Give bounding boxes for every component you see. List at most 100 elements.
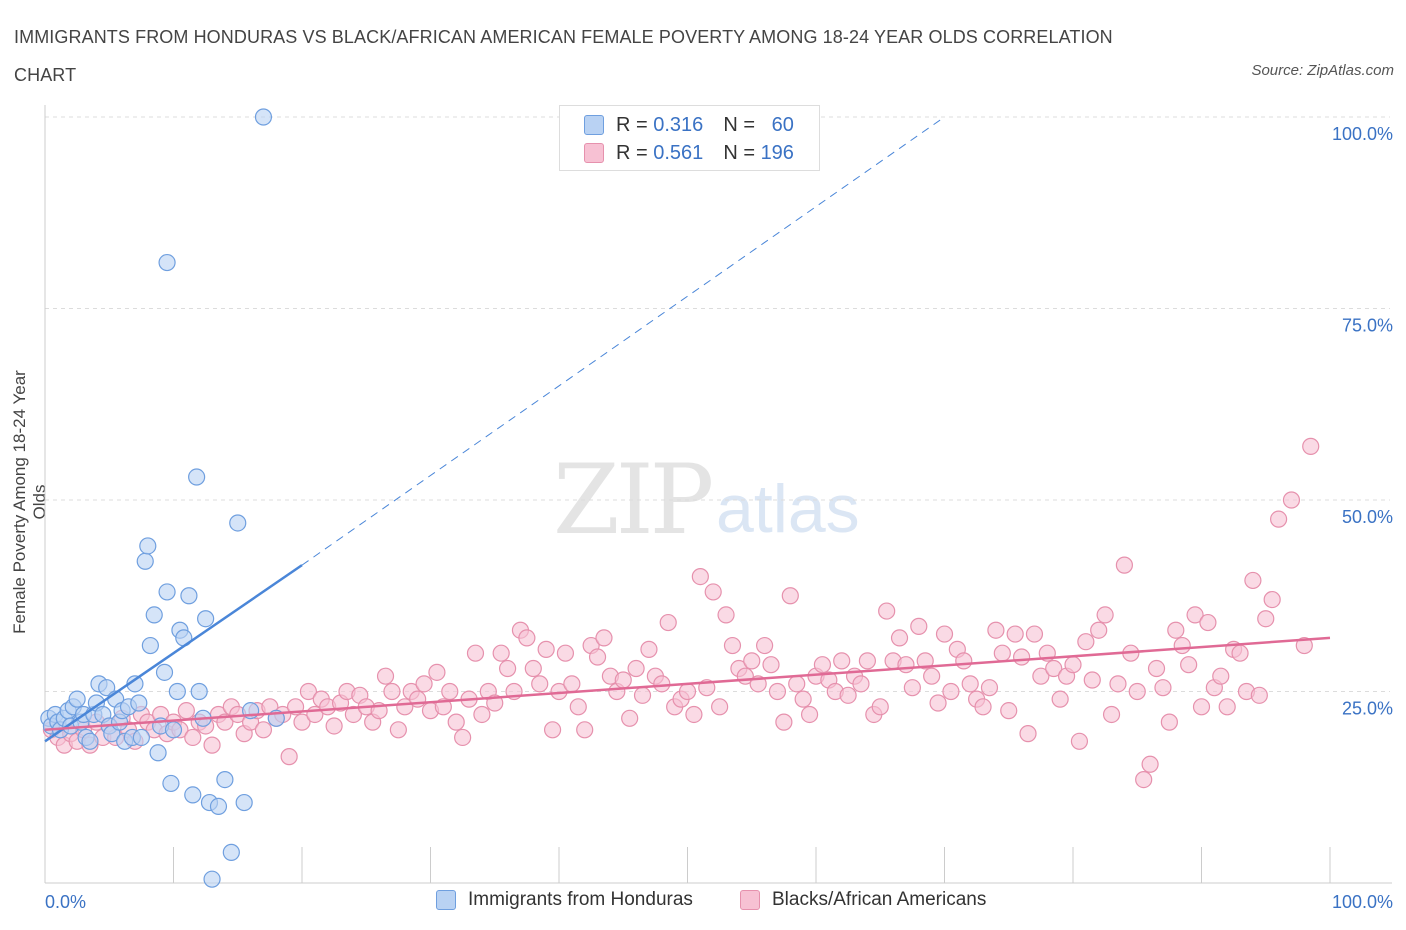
point-black	[800, 705, 819, 724]
point-black	[1135, 770, 1153, 789]
point-honduras	[216, 770, 234, 789]
point-black	[1263, 590, 1281, 609]
point-black	[775, 713, 793, 731]
point-honduras	[229, 514, 247, 532]
x-tick-label: 0.0%	[45, 892, 86, 912]
legend-label-black: Blacks/African Americans	[772, 889, 987, 910]
point-black	[1006, 625, 1024, 643]
point-black	[518, 629, 536, 647]
legend-r-label: R =	[616, 141, 648, 164]
point-honduras	[98, 679, 116, 697]
point-black	[1244, 571, 1262, 590]
point-honduras	[155, 663, 174, 681]
point-honduras	[188, 468, 206, 486]
point-black	[1282, 491, 1301, 509]
point-honduras	[81, 732, 99, 750]
legend-swatch-blue	[436, 890, 456, 910]
point-black	[768, 682, 787, 701]
point-black	[717, 606, 735, 624]
point-black	[1173, 636, 1191, 655]
point-black	[1019, 725, 1037, 743]
point-honduras	[164, 721, 183, 739]
point-black	[1212, 667, 1230, 685]
legend-n-value: 196	[760, 141, 794, 164]
point-black	[588, 648, 607, 666]
point-black	[621, 709, 639, 727]
correlation-legend: R = 0.316 N = 60 R = 0.561 N = 196	[559, 105, 820, 171]
point-honduras	[149, 744, 167, 762]
point-black	[955, 652, 973, 670]
x-tick-label: 100.0%	[1332, 892, 1393, 912]
y-tick-label: 75.0%	[1342, 316, 1393, 336]
point-black	[640, 640, 658, 658]
point-black	[788, 675, 806, 693]
point-black	[723, 636, 742, 655]
legend-row-black: R = 0.561 N = 196	[584, 140, 794, 166]
legend-swatch-pink	[584, 143, 604, 163]
point-black	[794, 690, 812, 708]
point-black	[1302, 437, 1320, 455]
point-black	[852, 675, 870, 693]
legend-n-label: N =	[723, 113, 755, 136]
point-black	[1167, 621, 1185, 639]
point-black	[1096, 606, 1114, 624]
point-black	[563, 675, 581, 693]
point-black	[1012, 648, 1031, 666]
point-black	[653, 675, 671, 693]
point-black	[280, 748, 298, 766]
point-black	[762, 656, 780, 674]
point-black	[1218, 698, 1236, 716]
trendline-honduras	[44, 564, 303, 743]
point-honduras	[190, 682, 208, 701]
point-black	[935, 625, 954, 643]
point-black	[961, 675, 979, 693]
point-honduras	[222, 843, 240, 861]
point-black	[1000, 702, 1018, 720]
point-black	[923, 667, 941, 685]
point-honduras	[132, 728, 150, 747]
point-black	[1025, 625, 1044, 643]
point-black	[1257, 610, 1275, 628]
point-black	[254, 721, 273, 739]
legend-r-value: 0.561	[653, 141, 704, 164]
point-honduras	[209, 797, 228, 816]
point-black	[614, 671, 632, 689]
point-black	[466, 644, 485, 662]
point-black	[1051, 690, 1069, 708]
point-black	[1045, 659, 1063, 678]
point-honduras	[203, 870, 221, 888]
point-black	[1231, 644, 1249, 662]
point-honduras	[68, 690, 86, 708]
point-black	[492, 644, 510, 662]
point-honduras	[162, 774, 180, 793]
y-tick-label: 100.0%	[1332, 124, 1393, 144]
point-honduras	[158, 253, 176, 272]
point-black	[993, 644, 1011, 662]
legend-label-honduras: Immigrants from Honduras	[468, 889, 693, 910]
point-honduras	[139, 537, 157, 555]
point-honduras	[158, 583, 176, 601]
point-black	[447, 713, 465, 731]
point-black	[1295, 636, 1313, 655]
point-black	[903, 679, 921, 697]
point-black	[1128, 682, 1146, 701]
point-black	[344, 705, 362, 724]
point-black	[691, 567, 709, 586]
point-black	[499, 659, 517, 678]
point-black	[633, 686, 652, 704]
point-black	[1180, 656, 1198, 674]
point-black	[537, 640, 555, 658]
y-tick-label: 50.0%	[1342, 507, 1393, 527]
point-black	[987, 621, 1005, 639]
point-black	[942, 682, 960, 701]
point-black	[428, 663, 446, 681]
point-black	[531, 675, 549, 693]
point-black	[858, 652, 877, 670]
y-tick-label: 25.0%	[1342, 699, 1393, 719]
point-black	[415, 675, 433, 693]
point-black	[833, 652, 851, 670]
point-black	[813, 656, 832, 674]
point-black	[1064, 656, 1082, 674]
point-black	[871, 698, 889, 716]
point-black	[678, 682, 697, 701]
